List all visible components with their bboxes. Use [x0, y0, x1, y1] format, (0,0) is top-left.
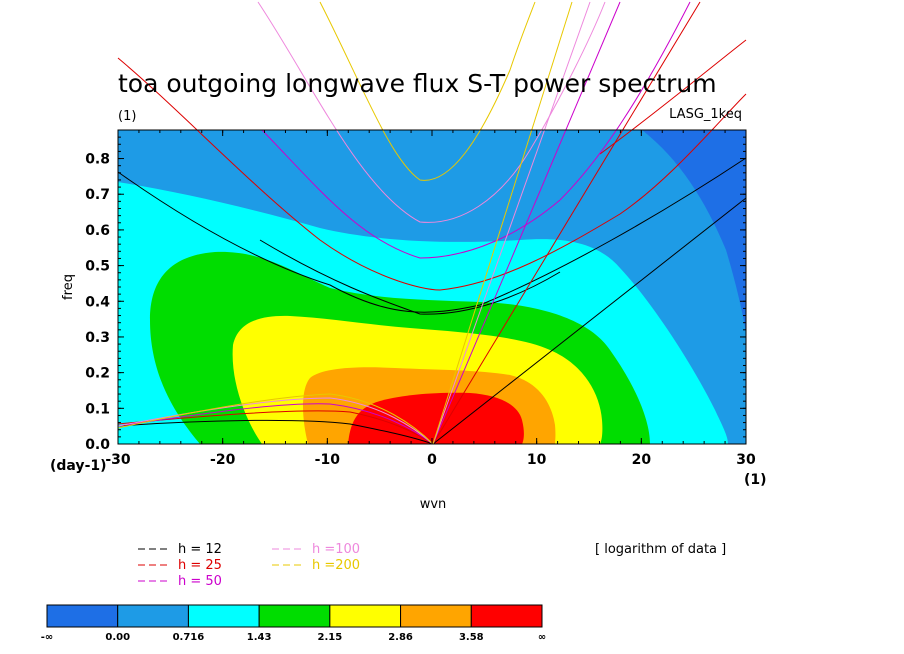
colorbar-label: 2.86 — [388, 632, 413, 643]
colorbar-swatch — [46, 604, 119, 628]
curve-legend: h = 12 h = 25 h = 50 h =100 h =200 — [138, 542, 360, 589]
curve-h100-arch — [257, 1, 606, 223]
colorbar-swatch — [470, 604, 543, 628]
colorbar-swatch — [187, 604, 260, 628]
curve-h100-kelvin — [432, 1, 591, 445]
colorbar-swatch — [329, 604, 402, 628]
legend-label-h25: h = 25 — [178, 558, 222, 573]
y-tick-label: 0.8 — [85, 152, 110, 168]
y-tick-label: 0.7 — [85, 187, 110, 203]
colorbar-label: 1.43 — [247, 632, 272, 643]
curve-h50-kelvin — [432, 1, 621, 445]
curve-h25-top — [599, 39, 747, 155]
colorbar-label: 0.716 — [173, 632, 205, 643]
band-6 — [348, 392, 524, 444]
legend-label-h100: h =100 — [312, 542, 360, 557]
x-tick-label: -30 — [105, 452, 131, 468]
x-axis-label: wvn — [420, 497, 447, 512]
x-tick-label: 20 — [632, 452, 652, 468]
y-ticks: 0.0 0.1 0.2 0.3 0.4 0.5 0.6 0.7 0.8 — [85, 136, 746, 453]
curve-h50-arch — [261, 1, 691, 259]
legend-label-h200: h =200 — [312, 558, 360, 573]
y-tick-label: 0.4 — [85, 294, 110, 310]
dispersion-curves — [117, 1, 747, 445]
colorbar-label: -∞ — [41, 632, 53, 643]
curve-h200-kelvin — [432, 1, 573, 445]
colorbar-swatch — [117, 604, 189, 628]
curve-h200-mrg — [117, 393, 434, 445]
colorbar-label: ∞ — [538, 632, 546, 643]
model-label: LASG_1keq — [669, 107, 742, 122]
y-tick-label: 0.1 — [85, 401, 110, 417]
curve-h25-arch — [117, 57, 747, 291]
x-unit-label: (1) — [744, 472, 767, 488]
x-tick-label: -10 — [315, 452, 341, 468]
curve-h12-arch — [117, 157, 747, 313]
y-unit-label: (day-1) — [50, 458, 107, 474]
chart-title: toa outgoing longwave flux S-T power spe… — [118, 69, 717, 98]
y-tick-label: 0.0 — [85, 437, 110, 453]
curve-h200-arch — [319, 1, 536, 181]
log-note: [ logarithm of data ] — [595, 542, 726, 557]
y-axis-label: freq — [61, 274, 76, 300]
y-tick-label: 0.5 — [85, 259, 110, 275]
x-tick-label: 30 — [736, 452, 756, 468]
y-tick-label: 0.6 — [85, 223, 110, 239]
x-ticks: -30 -20 -10 0 10 20 30 — [105, 130, 756, 468]
colorbar: -∞ 0.00 0.716 1.43 2.15 2.86 3.58 ∞ — [41, 604, 546, 643]
curve-h12-mrg — [117, 419, 434, 445]
colorbar-swatch — [258, 604, 331, 628]
colorbar-label: 3.58 — [459, 632, 484, 643]
legend-label-h50: h = 50 — [178, 574, 222, 589]
colorbar-label: 0.00 — [105, 632, 130, 643]
chart-subtitle: (1) — [118, 109, 136, 124]
contour-field — [118, 130, 746, 444]
colorbar-label: 2.15 — [318, 632, 343, 643]
colorbar-swatch — [400, 604, 472, 628]
y-tick-label: 0.3 — [85, 330, 110, 346]
curve-h25-kelvin — [432, 1, 701, 445]
curve-h12-arch2 — [259, 239, 561, 315]
curve-h50-mrg — [117, 403, 434, 445]
legend-label-h12: h = 12 — [178, 542, 222, 557]
x-tick-label: 10 — [527, 452, 547, 468]
x-tick-label: 0 — [427, 452, 437, 468]
x-tick-label: -20 — [210, 452, 236, 468]
y-tick-label: 0.2 — [85, 366, 110, 382]
curve-h25-mrg — [117, 410, 434, 445]
curve-h12-kelvin — [432, 197, 747, 445]
